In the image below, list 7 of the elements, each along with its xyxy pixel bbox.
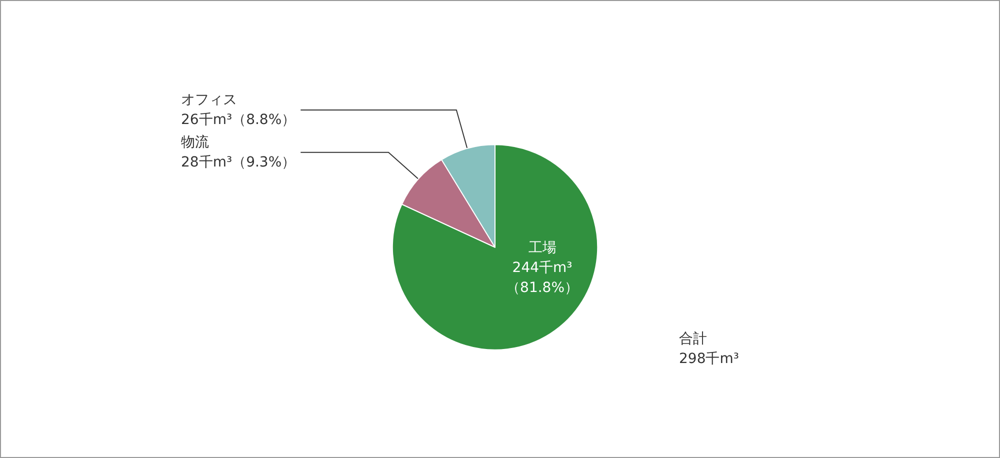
- data-label: 244千m³ （81.8%）: [506, 260, 579, 296]
- slice-label: 工場: [528, 240, 556, 256]
- slice-label: 物流: [181, 134, 209, 150]
- data-label: 26千m³（8.8%）: [181, 112, 296, 128]
- slice-label: オフィス: [181, 92, 237, 108]
- data-label: 28千m³（9.3%）: [181, 154, 296, 170]
- text: 合計 298千m³: [679, 331, 739, 367]
